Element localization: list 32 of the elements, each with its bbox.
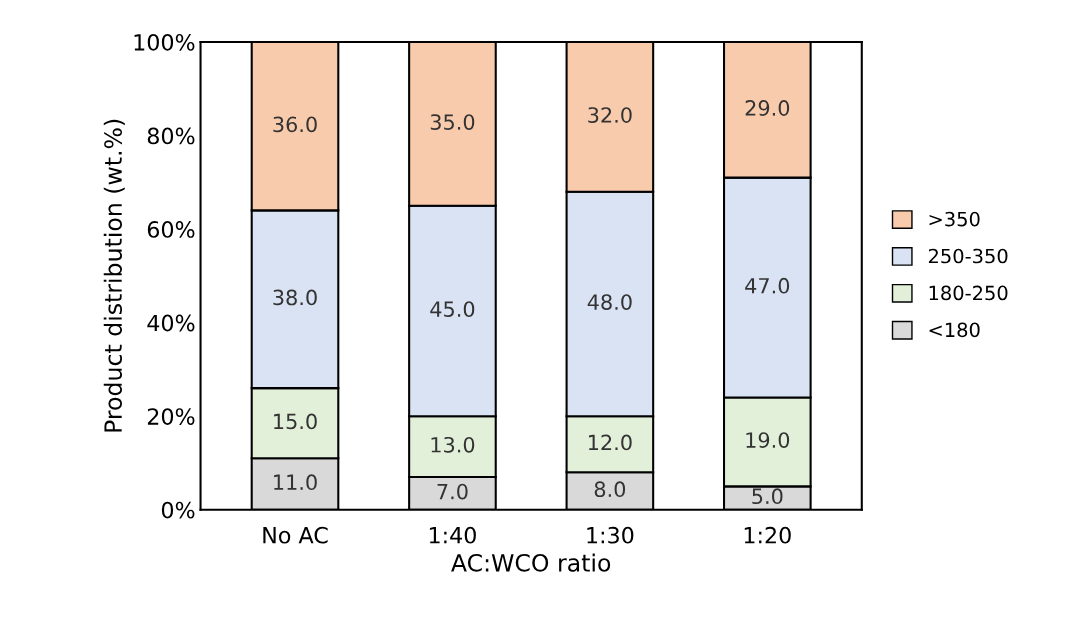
x-tick-label: 1:20 bbox=[744, 526, 791, 544]
x-axis-title: AC:WCO ratio bbox=[451, 553, 611, 572]
data-label: 5.0 bbox=[752, 488, 783, 505]
legend-label: >350 bbox=[929, 211, 980, 227]
data-label: 7.0 bbox=[437, 483, 468, 500]
data-label: 32.0 bbox=[588, 107, 632, 123]
y-tick-label: 40% bbox=[147, 314, 195, 332]
legend-label: 180-250 bbox=[929, 285, 1008, 301]
x-tick-label: 1:30 bbox=[587, 526, 634, 544]
data-label: 11.0 bbox=[274, 474, 317, 491]
y-axis-title: Product distribution (wt.%) bbox=[103, 119, 125, 432]
data-label: 45.0 bbox=[430, 301, 475, 318]
y-tick-label: 60% bbox=[147, 221, 195, 238]
legend-label: 250-350 bbox=[928, 248, 1008, 264]
y-tick-label: 80% bbox=[147, 127, 195, 145]
data-label: 12.0 bbox=[588, 434, 632, 451]
data-label: 48.0 bbox=[587, 294, 632, 310]
x-tick-label: 1:40 bbox=[429, 526, 476, 544]
data-label: 29.0 bbox=[745, 100, 790, 116]
legend-label: <180 bbox=[929, 322, 980, 338]
data-label: 36.0 bbox=[273, 116, 317, 133]
data-label: 35.0 bbox=[430, 114, 475, 130]
data-label: 8.0 bbox=[594, 481, 626, 498]
data-label: 13.0 bbox=[431, 436, 475, 453]
y-tick-label: 100% bbox=[134, 33, 195, 51]
data-label: 15.0 bbox=[274, 413, 317, 430]
data-label: 19.0 bbox=[746, 432, 790, 448]
x-tick-label: No AC bbox=[263, 526, 328, 544]
data-label: 38.0 bbox=[273, 289, 317, 306]
y-tick-label: 0% bbox=[161, 501, 195, 519]
y-tick-label: 20% bbox=[147, 408, 195, 425]
data-label: 47.0 bbox=[745, 277, 790, 294]
